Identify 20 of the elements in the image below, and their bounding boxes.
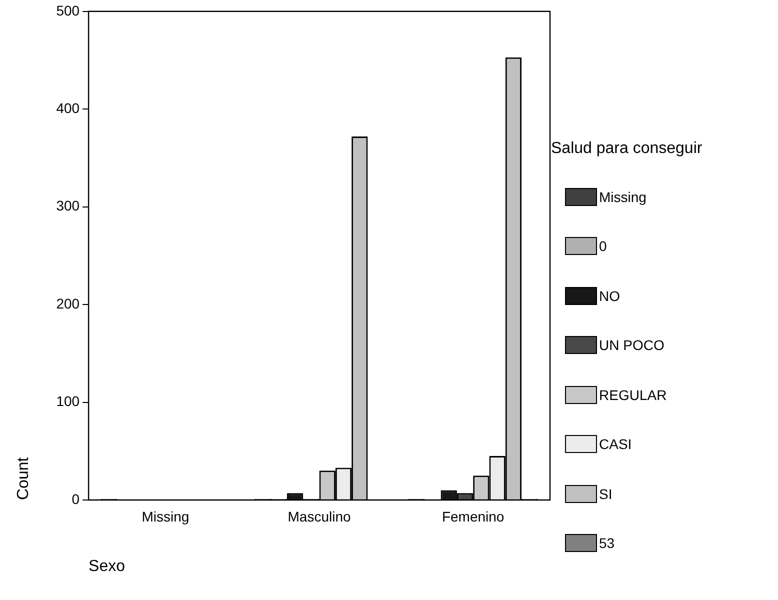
x-tick-label: Femenino [442, 508, 504, 524]
y-tick-label: 300 [56, 198, 80, 214]
legend-label: 53 [599, 535, 615, 552]
y-tick-label: 0 [72, 490, 80, 507]
y-tick-label: 400 [56, 100, 80, 116]
legend-label: Missing [599, 188, 646, 205]
x-tick-label: Missing [142, 508, 190, 524]
legend-label: REGULAR [599, 386, 667, 403]
legend-label: UN POCO [599, 337, 664, 354]
x-tick-label: Masculino [288, 508, 352, 524]
y-tick-label: 200 [56, 295, 80, 312]
y-tick-label: 100 [56, 393, 80, 410]
legend-label: CASI [599, 436, 632, 452]
y-axis-title: Count [15, 456, 32, 500]
x-axis-title: Sexo [88, 558, 126, 575]
y-tick-label: 500 [56, 2, 80, 18]
legend-label: 0 [599, 238, 607, 254]
legend-label: NO [599, 288, 620, 304]
legend-title: Salud para conseguir [551, 140, 702, 158]
legend-label: SI [599, 486, 612, 502]
